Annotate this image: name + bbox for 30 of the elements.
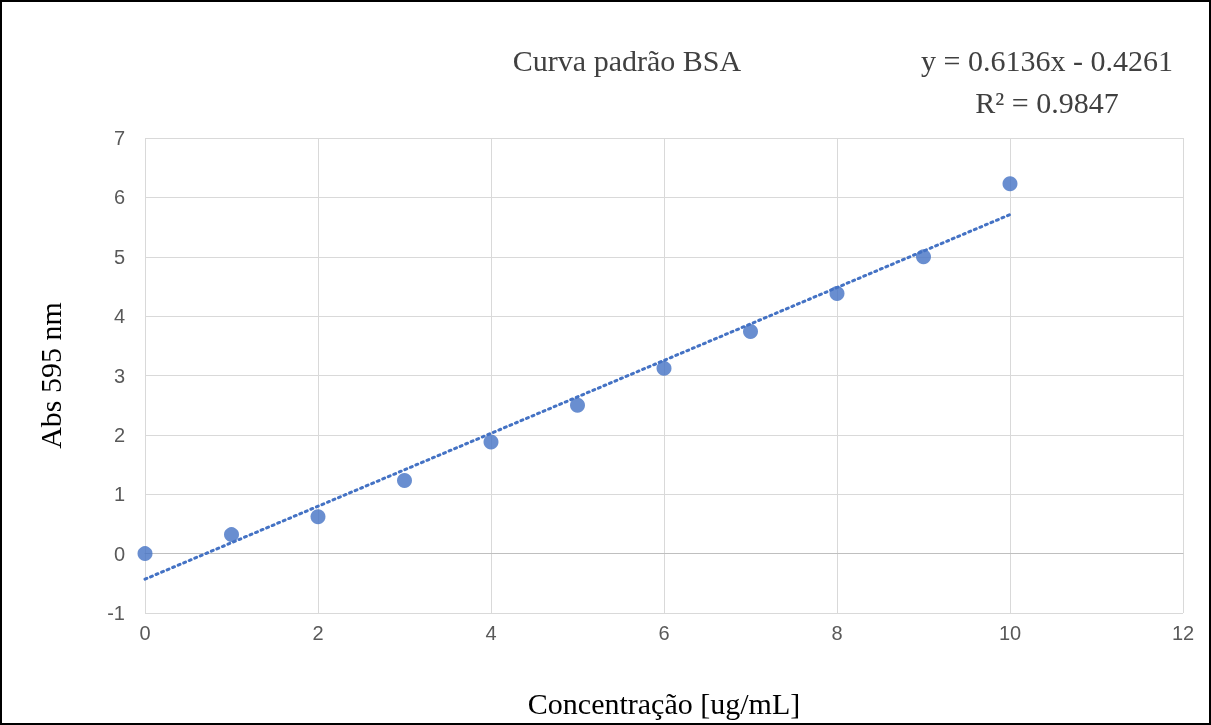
point: [1002, 176, 1018, 192]
point: [397, 473, 412, 489]
y-tick-label: -1: [107, 602, 125, 624]
point: [570, 397, 585, 413]
x-tick-label: 10: [998, 622, 1022, 644]
point: [224, 527, 239, 543]
y-tick-label: 7: [113, 127, 125, 149]
x-tick-label: 6: [658, 622, 670, 644]
y-tick-label: 0: [113, 542, 125, 565]
x-tick-label: 12: [1171, 622, 1195, 644]
chart-title: Curva padrão BSA: [512, 43, 742, 77]
text: y = 0.6136x - 0.4261: [921, 43, 1173, 77]
y-tick-label: 5: [113, 245, 125, 268]
point: [310, 509, 326, 525]
point: [743, 324, 758, 340]
y-tick-label: 2: [113, 423, 125, 446]
text: R² = 0.9847: [975, 85, 1119, 119]
point: [656, 360, 672, 376]
y-tick-label: 3: [113, 364, 125, 387]
x-tick-label: 2: [312, 622, 324, 644]
y-tick-label: 4: [113, 305, 125, 328]
y-tick-label: 1: [113, 483, 125, 506]
y-tick-label: 6: [113, 186, 125, 209]
x-tick-label: 8: [831, 622, 843, 644]
point: [483, 434, 499, 450]
y-axis-title: Abs 595 nm: [33, 302, 67, 449]
x-tick-label: 0: [139, 622, 151, 644]
x-axis-title: Concentração [ug/mL]: [527, 686, 801, 720]
point: [137, 546, 153, 562]
x-tick-label: 4: [485, 622, 497, 644]
